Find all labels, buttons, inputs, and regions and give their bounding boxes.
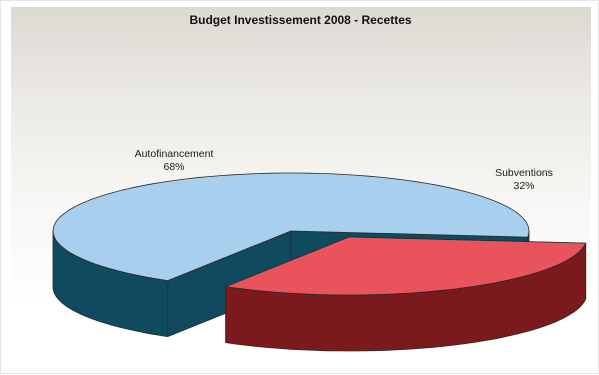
slice-name-autofinancement: Autofinancement [134, 148, 214, 160]
slice-top-subventions [225, 236, 587, 296]
slice-label-autofinancement: Autofinancement 68% [119, 148, 229, 174]
slice-percent-subventions: 32% [513, 180, 535, 192]
slice-label-subventions: Subventions 32% [479, 167, 569, 193]
slice-percent-autofinancement: 68% [163, 161, 185, 173]
slice-name-subventions: Subventions [495, 167, 553, 179]
slice-top-autofinancement [52, 172, 530, 281]
chart-title: Budget Investissement 2008 - Recettes [189, 13, 412, 27]
